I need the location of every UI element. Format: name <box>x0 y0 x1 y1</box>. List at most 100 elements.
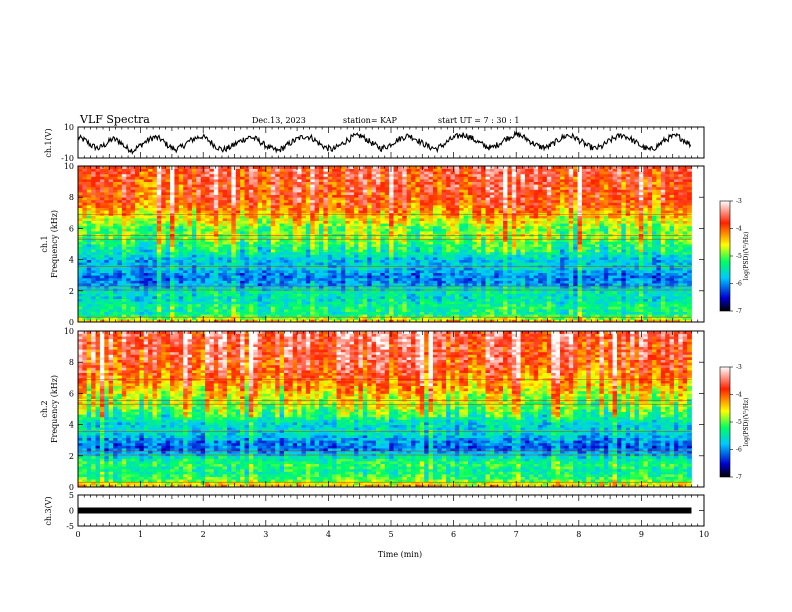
spectrogram-cell <box>222 259 228 263</box>
spectrogram-cell <box>126 238 131 242</box>
spectrogram-cell <box>459 290 465 294</box>
spectrogram-cell <box>397 298 403 302</box>
spectrogram-cell <box>459 257 465 260</box>
spectrogram-cell <box>415 311 421 315</box>
spectrogram-cell <box>78 231 83 234</box>
spectrogram-cell <box>389 249 394 253</box>
spectrogram-cell <box>235 241 241 245</box>
spectrogram-cell <box>446 316 451 320</box>
spectrogram-cell <box>555 285 561 289</box>
spectrogram-cell <box>126 314 131 318</box>
spectrogram-cell <box>424 254 429 258</box>
spectrogram-cell <box>104 293 110 297</box>
spectrogram-cell <box>581 285 587 289</box>
spectrogram-cell <box>226 309 232 312</box>
spectrogram-cell <box>134 241 140 245</box>
spectrogram-cell <box>240 267 245 271</box>
spectrogram-cell <box>134 236 140 240</box>
spectrogram-cell <box>126 298 131 302</box>
spectrogram-cell <box>170 285 175 289</box>
spectrogram-cell <box>205 303 210 307</box>
spectrogram-cell <box>415 249 421 253</box>
spectrogram-cell <box>389 257 394 260</box>
spectrogram-cell <box>231 301 237 305</box>
spectrogram-cell <box>297 298 302 302</box>
spectrogram-cell <box>82 309 88 312</box>
spectrogram-cell <box>99 270 105 273</box>
spectrogram-cell <box>332 309 337 312</box>
spectrogram-cell <box>437 309 443 312</box>
spectrogram-cell <box>560 246 565 250</box>
spectrogram-cell <box>143 298 149 302</box>
spectrogram-cell <box>126 249 131 253</box>
spectrogram-cell <box>134 301 140 305</box>
spectrogram-cell <box>511 303 517 307</box>
spectrogram-cell <box>389 314 394 318</box>
spectrogram-cell <box>178 236 184 240</box>
spectrogram-cell <box>319 259 324 263</box>
spectrogram-cell <box>279 298 285 302</box>
spectrogram-cell <box>148 290 153 294</box>
spectrogram-cell <box>213 241 219 245</box>
spectrogram-cell <box>358 285 364 289</box>
spectrogram-cell <box>349 296 355 299</box>
spectrogram-cell <box>647 277 653 281</box>
spectrogram-cell <box>603 238 609 242</box>
spectrogram-cell <box>669 303 675 307</box>
spectrogram-cell <box>275 262 280 266</box>
spectrogram-cell <box>498 290 504 294</box>
spectrogram-cell <box>669 316 675 320</box>
spectrogram-cell <box>573 238 578 242</box>
spectrogram-cell <box>599 306 605 310</box>
spectrogram-cell <box>568 259 574 263</box>
spectrogram-cell <box>428 293 434 297</box>
spectrogram-cell <box>288 303 294 307</box>
spectrogram-cell <box>542 316 548 320</box>
spectrogram-cell <box>669 319 675 323</box>
spectrogram-cell <box>161 275 167 279</box>
spectrogram-cell <box>240 275 245 279</box>
spectrogram-cell <box>595 311 600 315</box>
spectrogram-cell <box>121 241 127 245</box>
spectrogram-cell <box>117 296 123 299</box>
spectrogram-cell <box>441 301 447 305</box>
spectrogram-cell <box>476 241 482 245</box>
spectrogram-cell <box>367 311 372 315</box>
spectrogram-cell <box>432 254 438 258</box>
spectrogram-cell <box>489 249 495 253</box>
spectrogram-cell <box>174 270 180 273</box>
spectrogram-cell <box>113 290 118 294</box>
spectrogram-cell <box>494 314 500 318</box>
spectrogram-cell <box>608 285 613 289</box>
spectrogram-cell <box>319 270 324 273</box>
spectrogram-cell <box>516 293 521 297</box>
spectrogram-cell <box>275 303 280 307</box>
spectrogram-cell <box>581 267 587 271</box>
spectrogram-cell <box>134 311 140 315</box>
spectrogram-cell <box>511 314 517 318</box>
spectrogram-cell <box>546 277 552 281</box>
spectrogram-cell <box>99 259 105 263</box>
spectrogram-cell <box>279 267 285 271</box>
spectrogram-cell <box>266 275 272 279</box>
spectrogram-cell <box>191 238 197 242</box>
spectrogram-cell <box>375 316 381 320</box>
spectrogram-cell <box>507 293 513 297</box>
spectrogram-cell <box>393 251 399 255</box>
spectrogram-cell <box>117 280 123 284</box>
spectrogram-cell <box>551 262 557 266</box>
spectrogram-cell <box>143 259 149 263</box>
spectrogram-cell <box>432 306 438 310</box>
spectrogram-cell <box>301 254 307 258</box>
spectrogram-cell <box>481 311 486 315</box>
spectrogram-cell <box>165 231 171 234</box>
spectrogram-cell <box>507 259 513 263</box>
spectrogram-cell <box>533 257 539 260</box>
spectrogram-cell <box>226 298 232 302</box>
spectrogram-cell <box>643 301 649 305</box>
spectrogram-cell <box>524 246 530 250</box>
spectrogram-cell <box>573 241 578 245</box>
spectrogram-cell <box>665 298 670 302</box>
spectrogram-cell <box>297 246 302 250</box>
spectrogram-cell <box>406 319 412 323</box>
